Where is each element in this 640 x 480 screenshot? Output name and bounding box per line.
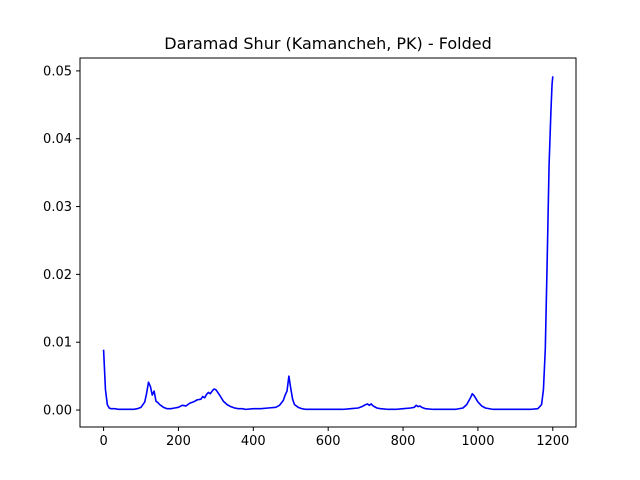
y-tick-label: 0.01 — [43, 336, 72, 351]
x-tick-label: 1200 — [536, 434, 569, 449]
y-axis: 0.00 0.01 0.02 0.03 0.04 0.05 — [43, 64, 80, 419]
plot-area — [102, 76, 554, 411]
x-axis: 0 200 400 600 800 1000 1200 — [99, 427, 569, 449]
y-tick-label: 0.03 — [43, 200, 72, 215]
y-tick-label: 0.04 — [43, 132, 72, 147]
series-line-0 — [102, 76, 554, 411]
x-tick-label: 400 — [241, 434, 266, 449]
y-tick-label: 0.02 — [43, 268, 72, 283]
x-tick-label: 1000 — [461, 434, 494, 449]
x-tick-label: 200 — [166, 434, 191, 449]
x-tick-label: 0 — [99, 434, 107, 449]
y-tick-label: 0.00 — [43, 404, 72, 419]
y-tick-label: 0.05 — [43, 64, 72, 79]
x-tick-label: 800 — [391, 434, 416, 449]
chart-title: Daramad Shur (Kamancheh, PK) - Folded — [164, 34, 491, 53]
x-tick-label: 600 — [316, 434, 341, 449]
